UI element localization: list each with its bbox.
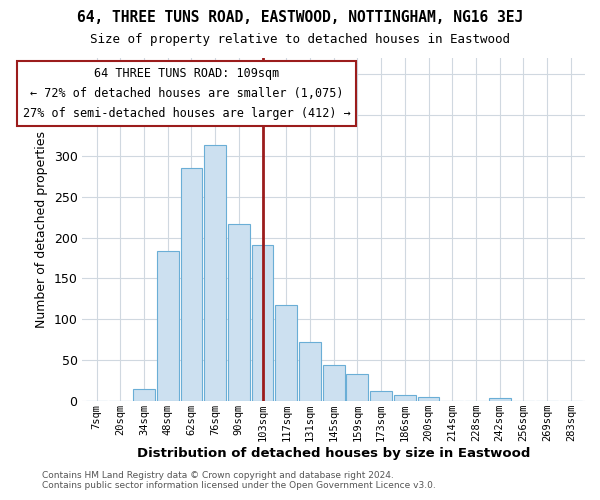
X-axis label: Distribution of detached houses by size in Eastwood: Distribution of detached houses by size …	[137, 447, 530, 460]
Text: Size of property relative to detached houses in Eastwood: Size of property relative to detached ho…	[90, 32, 510, 46]
Text: Contains HM Land Registry data © Crown copyright and database right 2024.
Contai: Contains HM Land Registry data © Crown c…	[42, 470, 436, 490]
Bar	[275, 304, 297, 401]
Bar	[489, 398, 511, 401]
Bar	[346, 374, 368, 401]
Bar	[181, 168, 202, 401]
Bar	[204, 145, 226, 401]
Bar	[394, 396, 416, 401]
Text: 64, THREE TUNS ROAD, EASTWOOD, NOTTINGHAM, NG16 3EJ: 64, THREE TUNS ROAD, EASTWOOD, NOTTINGHA…	[77, 10, 523, 25]
Bar	[157, 250, 179, 401]
Bar	[251, 245, 274, 401]
Bar	[370, 392, 392, 401]
Y-axis label: Number of detached properties: Number of detached properties	[35, 131, 48, 328]
Text: 64 THREE TUNS ROAD: 109sqm
← 72% of detached houses are smaller (1,075)
27% of s: 64 THREE TUNS ROAD: 109sqm ← 72% of deta…	[23, 68, 350, 120]
Bar	[133, 389, 155, 401]
Bar	[418, 397, 439, 401]
Bar	[299, 342, 321, 401]
Bar	[228, 224, 250, 401]
Bar	[323, 365, 344, 401]
